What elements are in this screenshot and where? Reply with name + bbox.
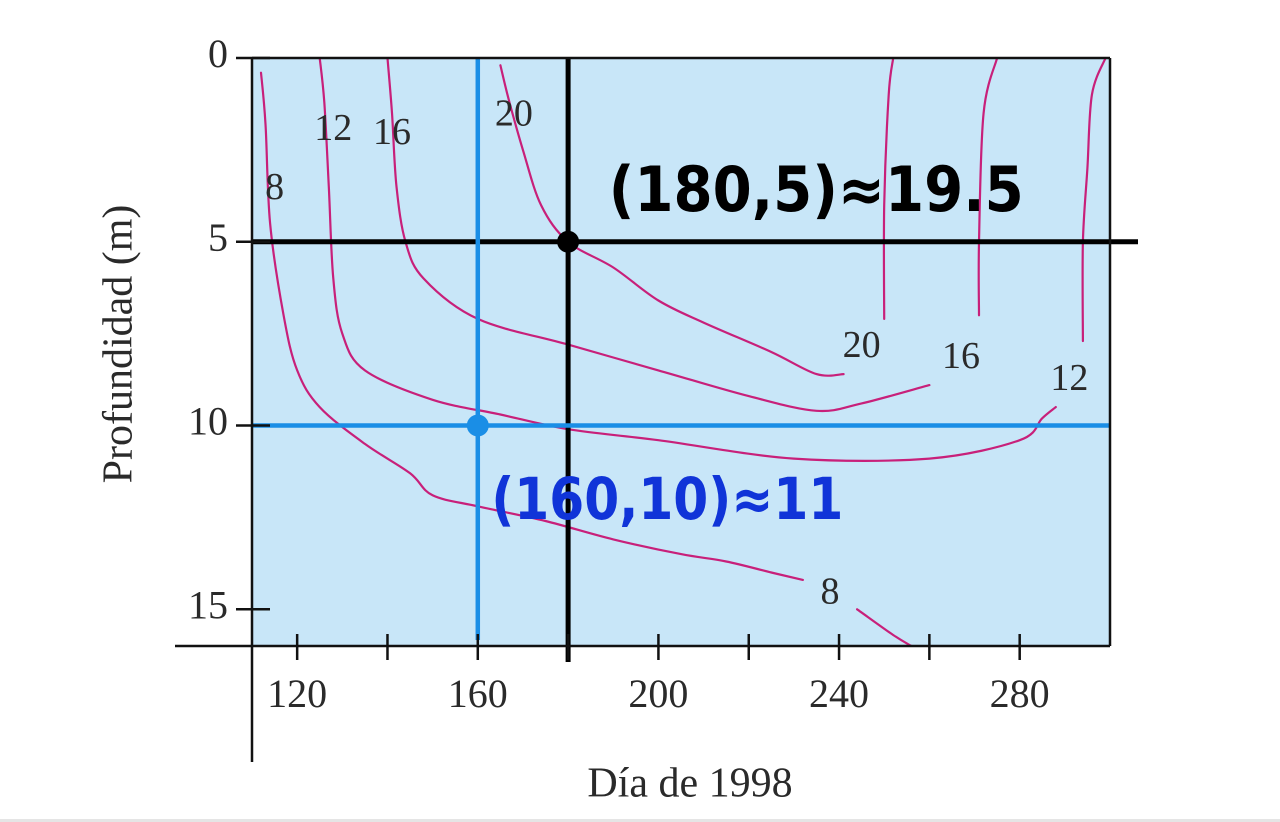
y-tick-label-5: 5 xyxy=(208,215,228,260)
y-tick-label-15: 15 xyxy=(188,582,228,627)
contour-20-segment-7 xyxy=(882,58,895,320)
contour-20-segment-6 xyxy=(499,64,845,377)
contour-lines xyxy=(259,58,1107,646)
contour-label-7: 8 xyxy=(821,570,840,612)
annotation-marker-0 xyxy=(557,230,580,253)
annotation-marker-1 xyxy=(466,414,489,437)
annotation-texts: (180,5)≈19.5 (160,10)≈11 xyxy=(491,153,1023,533)
contour-label-3: 20 xyxy=(495,93,533,135)
contour-12-segment-3 xyxy=(1081,58,1107,343)
x-tick-label-240: 240 xyxy=(809,671,869,716)
annotation-text-1: (160,10)≈11 xyxy=(491,465,843,533)
contour-label-2: 16 xyxy=(373,111,411,153)
bottom-border xyxy=(0,819,1280,822)
contour-12-segment-2 xyxy=(318,58,1057,462)
y-tick-label-0: 0 xyxy=(208,31,228,76)
contour-label-5: 16 xyxy=(942,335,980,377)
contour-label-0: 8 xyxy=(265,166,284,208)
x-tick-label-280: 280 xyxy=(990,671,1050,716)
y-tick-label-10: 10 xyxy=(188,399,228,444)
contour-label-6: 12 xyxy=(1050,357,1088,399)
contour-16-segment-5 xyxy=(977,58,999,317)
x-tick-label-120: 120 xyxy=(267,671,327,716)
annotation-guides xyxy=(252,58,1138,662)
contour-8-segment-0 xyxy=(259,71,804,581)
contour-8-segment-1 xyxy=(856,608,913,646)
annotation-text-0: (180,5)≈19.5 xyxy=(609,153,1024,226)
x-axis-label: Día de 1998 xyxy=(587,761,792,807)
y-axis-label: Profundidad (m) xyxy=(96,205,142,484)
contour-label-1: 12 xyxy=(314,107,352,149)
x-tick-label-160: 160 xyxy=(448,671,508,716)
axes: 0 5 10 15 120 160 200 240 280 xyxy=(175,31,1112,762)
contour-label-4: 20 xyxy=(843,324,881,366)
x-tick-label-200: 200 xyxy=(628,671,688,716)
contour-labels: 8 12 16 20 20 16 12 8 xyxy=(265,93,1088,613)
contour-16-segment-4 xyxy=(386,58,931,413)
